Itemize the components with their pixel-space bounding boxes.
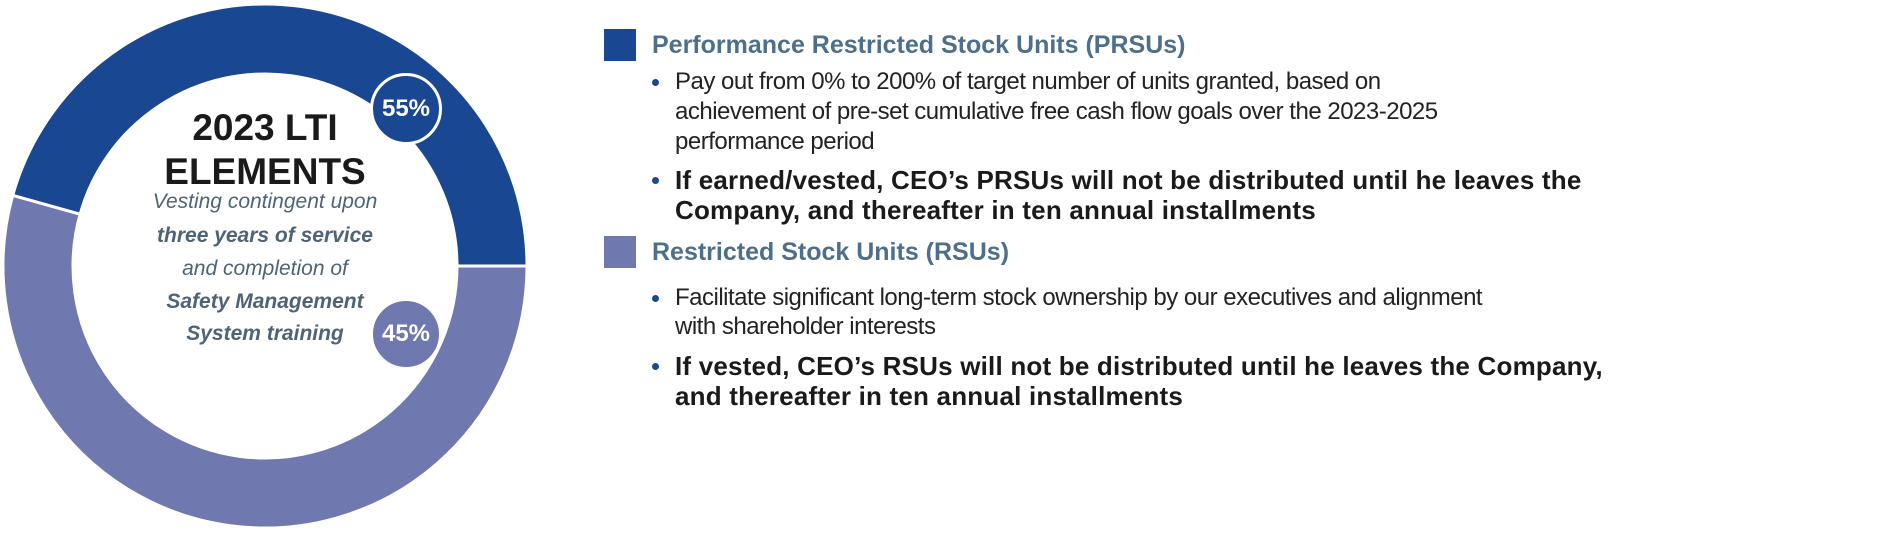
legend-swatch-rsus bbox=[604, 236, 636, 268]
prsu-bullet1-line: performance period bbox=[675, 128, 875, 155]
prsu-bullet2-line: If earned/vested, CEO’s PRSUs will not b… bbox=[675, 165, 1582, 195]
center-subtext: Vesting contingent upon bbox=[152, 190, 378, 213]
chart-title-line1: 2023 LTI bbox=[192, 107, 338, 148]
center-subtext: System training bbox=[186, 322, 344, 345]
donut-chart bbox=[1, 2, 529, 530]
data-label-rsus: 45% bbox=[370, 298, 442, 370]
chart-title-line2: ELEMENTS bbox=[164, 151, 366, 192]
rsu-bullet2-line: If vested, CEO’s RSUs will not be distri… bbox=[675, 351, 1603, 381]
rsu-bullet1-line: with shareholder interests bbox=[675, 313, 936, 340]
bullet-icon bbox=[652, 295, 659, 302]
legend-heading-rsus: Restricted Stock Units (RSUs) bbox=[652, 238, 1010, 266]
rsu-bullet2-line: and thereafter in ten annual installment… bbox=[675, 381, 1184, 411]
prsu-bullet1-line: achievement of pre-set cumulative free c… bbox=[675, 98, 1438, 125]
center-subtext: Safety Management bbox=[166, 290, 364, 313]
prsu-bullet2-line: Company, and thereafter in ten annual in… bbox=[675, 195, 1316, 225]
legend-heading-prsus: Performance Restricted Stock Units (PRSU… bbox=[652, 31, 1186, 59]
rsu-bullet1-line: Facilitate significant long-term stock o… bbox=[675, 284, 1483, 311]
donut-segment-rsus bbox=[1, 193, 529, 530]
bullet-icon bbox=[652, 79, 659, 86]
data-label-prsus: 55% bbox=[370, 73, 442, 145]
prsu-bullet1-line: Pay out from 0% to 200% of target number… bbox=[675, 68, 1381, 95]
center-subtext: and completion of bbox=[182, 257, 348, 280]
legend-swatch-prsus bbox=[604, 29, 636, 61]
bullet-icon bbox=[652, 363, 659, 370]
center-subtext: three years of service bbox=[157, 224, 373, 247]
donut-segment-prsus bbox=[10, 2, 529, 268]
bullet-icon bbox=[652, 177, 659, 184]
